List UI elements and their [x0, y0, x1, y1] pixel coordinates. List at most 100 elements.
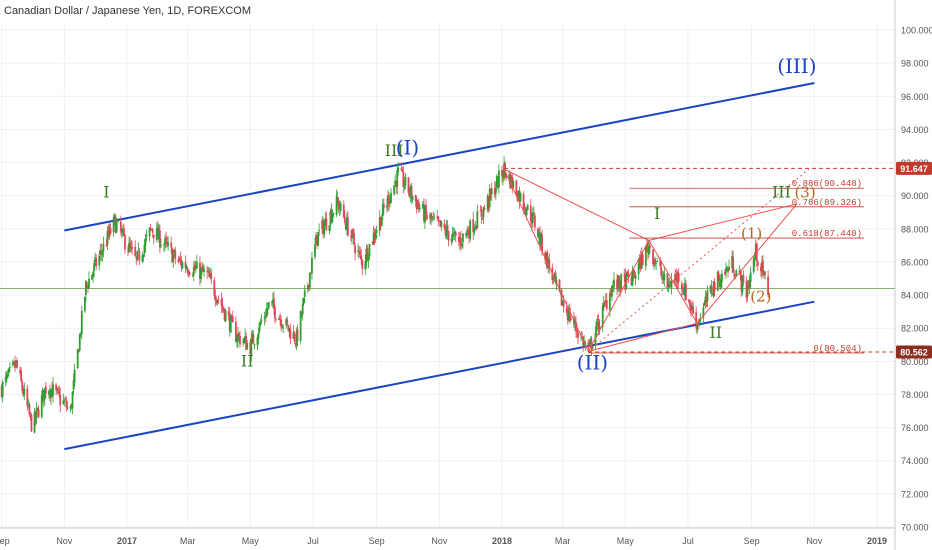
- candle-body: [430, 213, 433, 220]
- candle-body: [652, 249, 654, 265]
- candle-body: [408, 193, 411, 195]
- candle-body: [311, 257, 313, 274]
- candle-body: [699, 319, 702, 322]
- candle-body: [623, 275, 626, 276]
- candle-body: [746, 287, 749, 297]
- candle-body: [447, 231, 450, 241]
- candle-body: [702, 307, 705, 318]
- candle-body: [185, 267, 188, 269]
- candle-body: [503, 163, 505, 178]
- candle-body: [281, 326, 284, 329]
- candle-body: [576, 330, 578, 333]
- candle-body: [1, 382, 4, 397]
- candle-body: [257, 332, 260, 339]
- candle-body: [717, 273, 720, 280]
- candle-body: [184, 261, 187, 269]
- candle-body: [424, 206, 426, 223]
- candle-body: [552, 275, 555, 280]
- wave-label: (III): [777, 54, 816, 78]
- candle-body: [731, 256, 734, 269]
- candle-body: [496, 176, 499, 189]
- candle-body: [612, 286, 614, 288]
- candle-body: [410, 185, 413, 200]
- candle-body: [100, 250, 103, 254]
- candle-body: [227, 311, 230, 316]
- candle-body: [221, 304, 224, 308]
- candle-body: [242, 341, 244, 343]
- candle-body: [128, 242, 130, 253]
- candle-body: [508, 174, 511, 179]
- candle-body: [299, 311, 302, 341]
- candle-body: [667, 283, 670, 287]
- candle-body: [374, 234, 377, 240]
- candle-body: [199, 262, 201, 280]
- candle-body: [123, 228, 125, 236]
- candle-body: [710, 286, 713, 294]
- candle-body: [285, 318, 288, 326]
- candle-body: [192, 267, 195, 276]
- candle-body: [50, 389, 52, 399]
- candle-body: [529, 205, 532, 221]
- candle-body: [598, 325, 601, 329]
- candle-body: [282, 325, 285, 327]
- candle-body: [655, 263, 658, 265]
- channel: [64, 82, 815, 451]
- fib-label: 0(80.504): [813, 344, 862, 354]
- candle-body: [179, 258, 182, 261]
- candle-body: [279, 318, 281, 320]
- candle-body: [228, 313, 231, 331]
- candle-body: [756, 262, 759, 266]
- candle-body: [222, 307, 225, 312]
- candle-body: [451, 233, 454, 241]
- x-tick-label: Sep: [369, 536, 385, 546]
- candle-body: [439, 220, 442, 227]
- candle-body: [156, 226, 159, 239]
- candle-body: [668, 282, 671, 288]
- candle-body: [619, 285, 622, 290]
- wave-label: II: [241, 351, 254, 370]
- y-tick-label: 72.000: [901, 489, 929, 499]
- candle-body: [627, 273, 630, 278]
- x-tick-label: Sep: [744, 536, 760, 546]
- candle-body: [618, 275, 621, 286]
- candle-body: [129, 243, 131, 248]
- candle-body: [401, 170, 404, 172]
- candle-body: [323, 224, 326, 235]
- candle-body: [640, 253, 643, 269]
- x-tick-label: Nov: [56, 536, 73, 546]
- candle-body: [92, 272, 94, 277]
- candle-body: [330, 209, 333, 222]
- candle-body: [613, 279, 615, 288]
- candle-body: [566, 313, 569, 321]
- y-tick-label: 74.000: [901, 456, 929, 466]
- candle-body: [317, 232, 319, 246]
- candle-body: [191, 275, 194, 277]
- price-badge-label: 91.647: [900, 164, 928, 174]
- candle-body: [726, 266, 728, 271]
- candle-body: [704, 296, 707, 304]
- candle-body: [654, 258, 656, 265]
- candle-body: [316, 236, 318, 245]
- candle-body: [358, 251, 361, 252]
- wave-label: III: [385, 141, 404, 160]
- candle-body: [127, 250, 129, 252]
- candle-body: [267, 302, 270, 308]
- candle-body: [569, 318, 572, 321]
- candle-body: [214, 295, 217, 301]
- x-tick-label: 2018: [492, 536, 512, 546]
- candle-body: [138, 251, 141, 261]
- candle-body: [278, 318, 280, 321]
- fib-label: 0.886(90.448): [792, 179, 862, 189]
- candle-body: [402, 171, 405, 187]
- candle-body: [165, 237, 167, 241]
- candle-body: [359, 251, 362, 255]
- candle-body: [696, 323, 699, 330]
- candle-body: [314, 244, 316, 257]
- candle-body: [740, 275, 743, 291]
- candle-body: [568, 307, 571, 321]
- candle-body: [624, 274, 627, 291]
- candle-body: [44, 386, 47, 394]
- candle-body: [481, 217, 484, 219]
- y-tick-label: 96.000: [901, 92, 929, 102]
